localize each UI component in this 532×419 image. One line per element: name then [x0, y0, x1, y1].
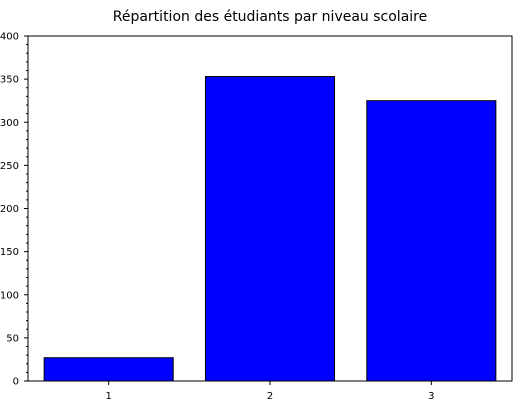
y-axis: 0 50 100 150 200 250 300 350 400 — [0, 32, 28, 388]
y-tick-label: 50 — [6, 333, 19, 344]
y-tick-label: 200 — [0, 204, 19, 215]
x-axis: 1 2 3 — [105, 381, 435, 402]
bar-3 — [366, 100, 497, 382]
y-tick-label: 150 — [0, 247, 19, 258]
y-tick-label: 100 — [0, 290, 19, 301]
bar-2 — [204, 76, 336, 382]
y-tick-label: 300 — [0, 118, 19, 129]
y-tick-label: 400 — [0, 32, 19, 43]
x-tick-label: 1 — [105, 391, 111, 402]
bar-1 — [43, 357, 174, 382]
chart-title: Répartition des étudiants par niveau sco… — [113, 9, 427, 25]
y-tick-label: 350 — [0, 75, 19, 86]
y-tick-label: 0 — [13, 377, 19, 388]
x-tick-label: 2 — [267, 391, 273, 402]
x-tick-label: 3 — [428, 391, 434, 402]
bars — [43, 76, 497, 382]
y-tick-label: 250 — [0, 161, 19, 172]
